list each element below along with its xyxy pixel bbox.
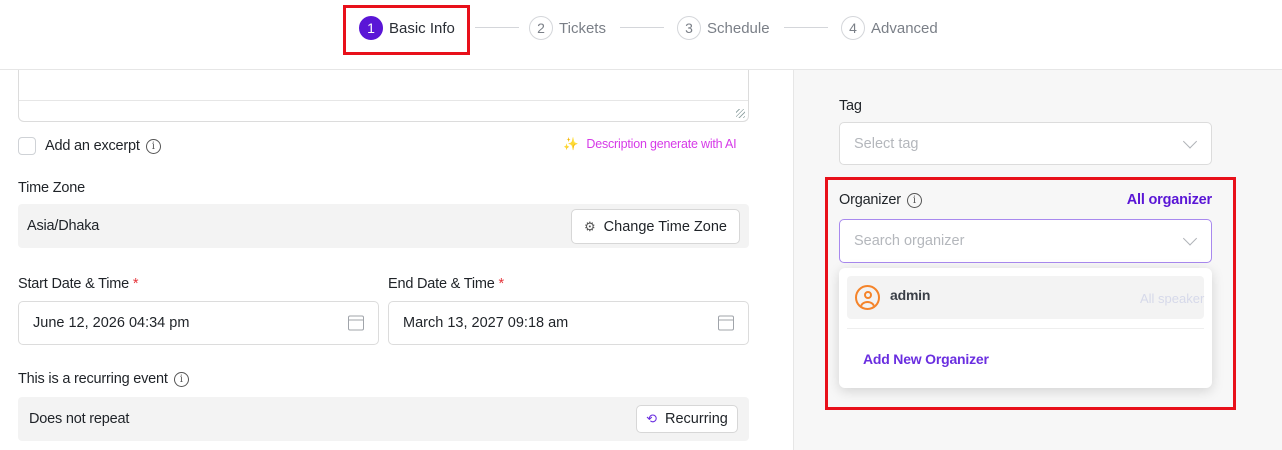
step-connector	[620, 27, 664, 28]
timezone-value: Asia/Dhaka	[27, 218, 100, 234]
organizer-search-input[interactable]: Search organizer	[839, 219, 1212, 263]
tag-label: Tag	[839, 98, 862, 114]
all-organizer-link[interactable]: All organizer	[1126, 192, 1212, 208]
step-number: 4	[841, 16, 865, 40]
end-date-label: End Date & Time *	[388, 276, 504, 292]
step-label: Basic Info	[389, 19, 455, 37]
step-connector	[784, 27, 828, 28]
start-date-input[interactable]: June 12, 2026 04:34 pm	[18, 301, 379, 345]
organizer-label: Organizer i	[839, 192, 922, 208]
step-number: 2	[529, 16, 553, 40]
step-number: 3	[677, 16, 701, 40]
tag-select[interactable]: Select tag	[839, 122, 1212, 165]
repeat-icon: ⟲	[646, 411, 658, 426]
timezone-field: Asia/Dhaka ⚙ Change Time Zone	[18, 204, 749, 248]
recurring-field: Does not repeat ⟲ Recurring	[18, 397, 749, 441]
magic-wand-icon: ✨	[563, 137, 579, 151]
step-label: Tickets	[559, 19, 606, 37]
calendar-icon	[348, 315, 364, 331]
main-form: Add an excerpt i ✨ Description generate wi…	[0, 70, 793, 450]
resize-handle-icon[interactable]	[736, 109, 745, 118]
organizer-dropdown: admin Add New Organizer	[839, 268, 1212, 388]
step-label: Schedule	[707, 19, 770, 37]
timezone-label: Time Zone	[18, 180, 85, 196]
change-timezone-button[interactable]: ⚙ Change Time Zone	[571, 209, 740, 244]
excerpt-checkbox[interactable]	[18, 137, 36, 155]
recurring-label: This is a recurring event i	[18, 371, 189, 387]
highlight-box	[825, 177, 1236, 410]
recurring-value: Does not repeat	[29, 411, 130, 427]
excerpt-label: Add an excerpt i	[45, 138, 161, 154]
stepper: 1 Basic Info 2 Tickets 3 Schedule 4 Advanced	[0, 0, 1282, 70]
sidebar: Tag Select tag Organizer i All organizer …	[793, 70, 1282, 450]
step-connector	[475, 27, 519, 28]
step-basic-info[interactable]: 1 Basic Info	[359, 15, 455, 41]
info-icon: i	[906, 192, 922, 208]
gear-icon: ⚙	[584, 218, 596, 234]
end-date-input[interactable]: March 13, 2027 09:18 am	[388, 301, 749, 345]
start-date-label: Start Date & Time *	[18, 276, 139, 292]
user-avatar-icon	[855, 285, 880, 310]
calendar-icon	[718, 315, 734, 331]
step-tickets[interactable]: 2 Tickets	[529, 15, 606, 41]
recurring-button[interactable]: ⟲ Recurring	[636, 405, 738, 433]
info-icon: i	[173, 371, 189, 387]
description-textarea[interactable]	[18, 70, 749, 122]
step-number: 1	[359, 16, 383, 40]
step-advanced[interactable]: 4 Advanced	[841, 15, 938, 41]
option-label: admin	[890, 287, 931, 303]
highlight-box	[343, 5, 470, 55]
chevron-down-icon	[1182, 133, 1198, 149]
ai-generate-link[interactable]: ✨ Description generate with AI	[563, 137, 737, 151]
info-icon: i	[145, 138, 161, 154]
step-schedule[interactable]: 3 Schedule	[677, 15, 770, 41]
step-label: Advanced	[871, 19, 938, 37]
organizer-option-admin[interactable]: admin	[847, 276, 1204, 319]
add-new-organizer-button[interactable]: Add New Organizer	[863, 351, 989, 367]
all-speaker-link: All speaker	[1140, 291, 1205, 306]
